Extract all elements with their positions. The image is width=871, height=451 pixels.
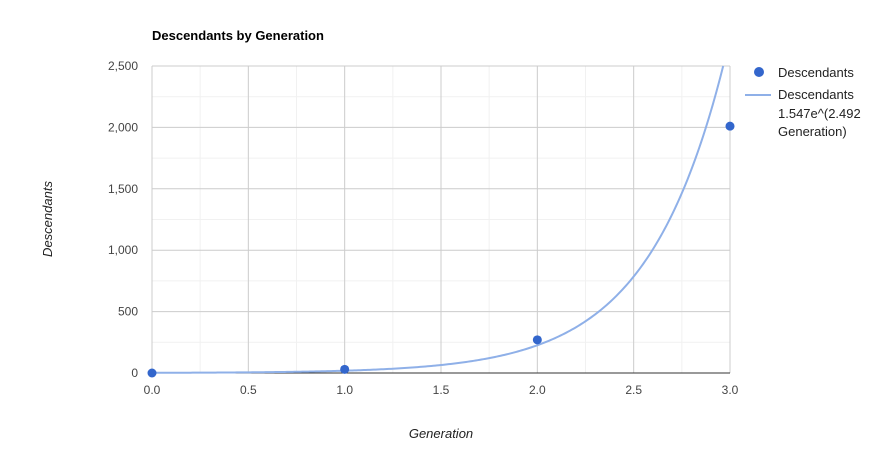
legend-label-trendline-line3: Generation) <box>778 124 847 139</box>
y-tick-label: 2,000 <box>108 120 138 134</box>
legend-label-trendline-line2: 1.547e^(2.492 <box>778 106 861 121</box>
data-point <box>725 121 735 131</box>
y-tick-label: 1,500 <box>108 182 138 196</box>
data-points <box>147 121 735 378</box>
y-axis-ticks: 0 500 1,000 1,500 2,000 2,500 <box>108 59 138 380</box>
y-tick-label: 0 <box>131 366 138 380</box>
legend-label-trendline-line1: Descendants <box>778 87 854 102</box>
x-axis-title: Generation <box>409 426 473 441</box>
x-tick-label: 2.5 <box>625 383 642 397</box>
x-tick-label: 1.5 <box>433 383 450 397</box>
x-tick-label: 2.0 <box>529 383 546 397</box>
y-axis-title: Descendants <box>40 181 55 257</box>
x-tick-label: 0.0 <box>144 383 161 397</box>
y-tick-label: 2,500 <box>108 59 138 73</box>
x-tick-label: 1.0 <box>336 383 353 397</box>
x-axis-ticks: 0.0 0.5 1.0 1.5 2.0 2.5 3.0 <box>144 383 739 397</box>
data-point <box>532 335 542 345</box>
chart-title: Descendants by Generation <box>152 28 324 43</box>
y-tick-label: 500 <box>118 305 138 319</box>
x-tick-label: 3.0 <box>722 383 739 397</box>
legend-marker-descendants <box>754 67 764 77</box>
legend: Descendants Descendants 1.547e^(2.492 Ge… <box>745 65 861 139</box>
data-point <box>340 364 350 374</box>
trendline <box>152 65 725 374</box>
x-tick-label: 0.5 <box>240 383 257 397</box>
data-point <box>147 368 157 378</box>
y-tick-label: 1,000 <box>108 243 138 257</box>
legend-label-descendants: Descendants <box>778 65 854 80</box>
major-gridlines <box>151 65 731 373</box>
